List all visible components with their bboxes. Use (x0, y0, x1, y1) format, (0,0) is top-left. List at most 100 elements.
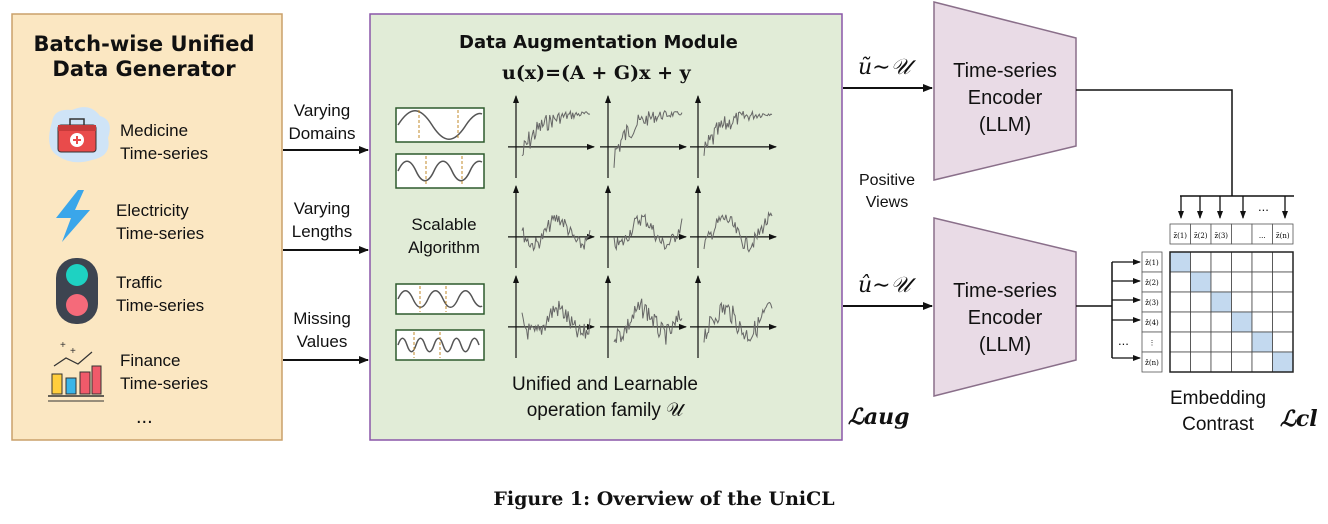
mini-plot-2-2 (690, 275, 777, 358)
matrix-cell (1251, 311, 1273, 333)
matrix-cell (1251, 251, 1273, 273)
matrix-cell (1210, 251, 1232, 273)
matrix-cell (1190, 331, 1212, 353)
view-top-label: ũ∼𝒰 (858, 55, 911, 80)
bar-chart-icon: + + (48, 340, 104, 402)
flow-domains-line2: Domains (288, 123, 356, 143)
positive-line1: Positive (858, 172, 916, 189)
loss-cl: ℒcl (1280, 406, 1318, 432)
traffic-light-icon (56, 258, 98, 324)
source-finance-line2: Time-series (120, 373, 209, 393)
source-electricity: Electricity Time-series (116, 200, 204, 246)
mini-plot-0-1 (600, 95, 687, 178)
encoder-bottom-line2: Encoder (967, 307, 1043, 329)
matrix-row-label: ẑ(3) (1145, 299, 1159, 307)
matrix-cell (1231, 251, 1253, 273)
generator-title: Batch-wise Unified Data Generator (14, 32, 274, 82)
generator-title-line1: Batch-wise Unified (33, 32, 255, 56)
matrix-cell (1190, 251, 1212, 273)
matrix-cell (1272, 291, 1294, 313)
positive-views-label: Positive Views (852, 170, 922, 213)
flow-label-lengths: Varying Lengths (286, 198, 358, 244)
matrix-cell (1169, 271, 1191, 293)
matrix-cell (1169, 291, 1191, 313)
matrix-row-label: ẑ(n) (1145, 359, 1159, 367)
source-medicine: Medicine Time-series (120, 120, 208, 166)
matrix-cell (1169, 311, 1191, 333)
encoder-bottom-label: Time-series Encoder (LLM) (930, 278, 1080, 359)
matrix-cell (1231, 331, 1253, 353)
matrix-col-label: z̃(2) (1194, 231, 1208, 240)
matrix-cell (1251, 291, 1273, 313)
mini-plot-1-0 (508, 185, 595, 268)
loss-aug: ℒaug (848, 404, 910, 430)
family-line1: Unified and Learnable (512, 374, 698, 395)
flow-lengths-line1: Varying (293, 199, 351, 218)
scalable-algorithm-label: Scalable Algorithm (398, 214, 490, 260)
matrix-col-header (1272, 223, 1294, 245)
flow-label-domains: Varying Domains (286, 100, 358, 146)
source-traffic-line2: Time-series (116, 295, 205, 315)
column-arrows (1178, 196, 1288, 219)
encoder-bottom-shape (933, 217, 1077, 397)
matrix-cell (1231, 351, 1253, 373)
source-finance: Finance Time-series (120, 350, 208, 396)
matrix-cell (1251, 271, 1273, 293)
mini-plot-2-1 (600, 275, 687, 358)
encoder-bottom-line1: Time-series (953, 280, 1057, 302)
matrix-cell (1272, 271, 1294, 293)
matrix-cell (1190, 291, 1212, 313)
flow-label-missing: Missing Values (286, 308, 358, 354)
figure-caption: Figure 1: Overview of the UniCL (493, 488, 835, 510)
matrix-cell (1272, 251, 1294, 273)
matrix-col-header (1231, 223, 1253, 245)
row-arrows (1112, 259, 1141, 361)
source-traffic-line1: Traffic (116, 273, 163, 292)
module-formula: u(x)=(A + G)x + y (502, 62, 691, 84)
matrix-cell (1169, 331, 1191, 353)
encoder-top-line3: (LLM) (978, 114, 1032, 136)
matrix-row-label: ẑ(4) (1145, 319, 1159, 327)
matrix-cell (1210, 311, 1232, 333)
encoder-top-shape (933, 1, 1077, 181)
encoder-top-label: Time-series Encoder (LLM) (930, 58, 1080, 139)
matrix-row-header (1141, 351, 1163, 373)
matrix-col-label: z̃(n) (1276, 231, 1290, 240)
matrix-diagonal-cell (1272, 351, 1294, 373)
similarity-matrix: z̃(1) z̃(2) z̃(3)... z̃(n) ẑ(1) ẑ(2) ẑ(3) ẑ(4) ⋮… (1141, 223, 1294, 373)
matrix-cell (1210, 271, 1232, 293)
matrix-cell (1272, 331, 1294, 353)
svg-text:+: + (70, 346, 76, 357)
lightning-icon (56, 190, 90, 242)
matrix-cell (1169, 351, 1191, 373)
positive-line2: Views (865, 193, 909, 211)
matrix-cell (1190, 311, 1212, 333)
encoder-top-line2: Encoder (967, 87, 1043, 109)
family-line2: operation family 𝒰 (526, 399, 684, 421)
generator-title-line2: Data Generator (52, 57, 236, 82)
algo-line2: Algorithm (408, 237, 480, 257)
matrix-diagonal-cell (1169, 251, 1191, 273)
augmented-series-plots (508, 95, 777, 358)
sine-box-3 (395, 283, 485, 315)
augmentation-module-box (369, 13, 843, 441)
source-medicine-line2: Time-series (120, 143, 209, 163)
matrix-cell (1210, 331, 1232, 353)
source-traffic: Traffic Time-series (116, 272, 204, 318)
mini-plot-2-0 (508, 275, 595, 358)
sine-box-1 (395, 107, 485, 143)
flow-lengths-line2: Lengths (291, 221, 353, 241)
matrix-col-label: ... (1259, 232, 1266, 240)
matrix-row-label: ẑ(1) (1145, 259, 1159, 267)
sine-box-4 (395, 329, 485, 361)
matrix-cell (1251, 351, 1273, 373)
embedding-contrast-label: Embedding Contrast (1160, 386, 1276, 437)
encoder-top-line1: Time-series (953, 60, 1057, 82)
matrix-cell (1231, 291, 1253, 313)
matrix-diagonal-cell (1251, 331, 1273, 353)
medicine-box-icon (49, 107, 110, 163)
mini-plot-1-2 (690, 185, 777, 268)
contrast-line2: Contrast (1182, 413, 1254, 435)
sine-box-2 (395, 153, 485, 189)
